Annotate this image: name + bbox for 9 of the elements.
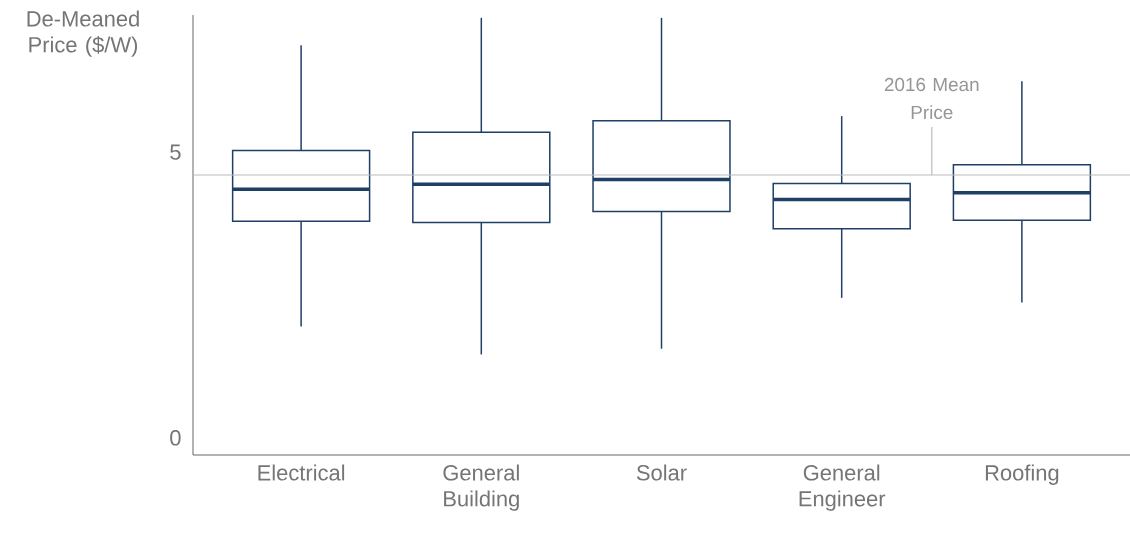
- y-axis-title: De-Meaned Price ($/W): [27, 10, 139, 57]
- x-tick-label: General Building: [443, 464, 519, 511]
- x-tick-label: General Engineer: [799, 464, 886, 511]
- x-tick-label: Roofing: [985, 464, 1059, 485]
- x-tick-label: Electrical: [258, 464, 345, 481]
- y-tick-label: 5: [170, 144, 181, 160]
- x-tick-label: Solar: [636, 464, 687, 481]
- ref-line-label: 2016 Mean Price: [884, 77, 979, 120]
- y-tick-label: 0: [170, 430, 181, 446]
